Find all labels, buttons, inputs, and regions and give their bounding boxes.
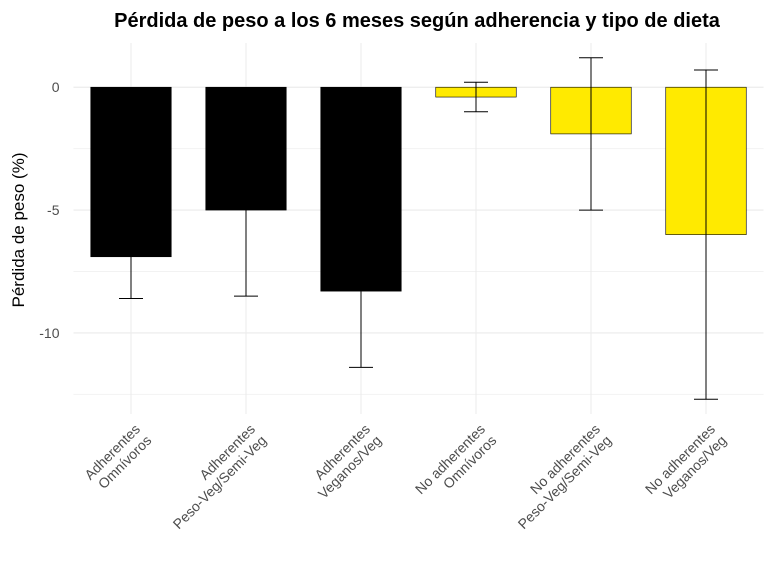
error-bar [234,123,258,297]
x-tick-label: AdherentesVeganos/Veg [303,421,384,502]
error-bar [579,57,603,211]
y-tick-label: -5 [47,202,60,218]
error-bar [119,214,143,300]
y-axis-title: Pérdida de peso (%) [9,153,28,308]
y-tick-label: -10 [39,325,59,341]
x-tick-label: No adherentesPeso-Veg/Semi-Veg [503,421,614,532]
error-bar [464,81,488,113]
chart-title: Pérdida de peso a los 6 meses según adhe… [114,10,721,32]
x-tick-label: AdherentesPeso-Veg/Semi-Veg [158,421,269,532]
error-bar [349,214,373,368]
x-tick-label: No adherentesVeganos/Veg [642,421,730,509]
error-bar [694,69,718,400]
x-tick-label: No adherentesOmnívoros [412,421,500,509]
y-tick-label: 0 [52,79,60,95]
x-tick-label: AdherentesOmnívoros [81,421,154,494]
